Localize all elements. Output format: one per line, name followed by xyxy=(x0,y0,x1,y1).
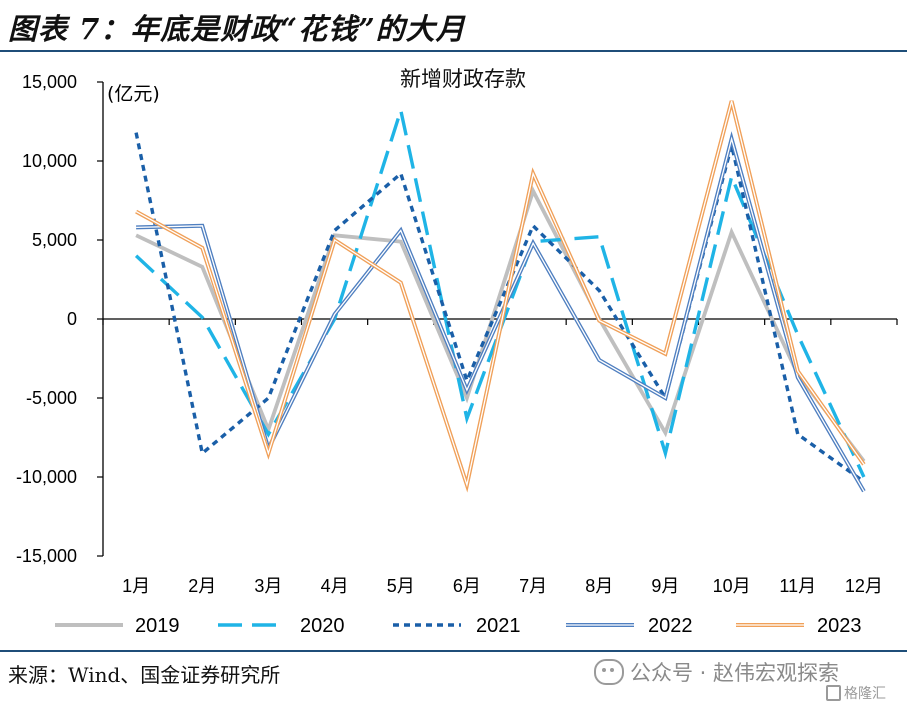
x-tick-label: 6月 xyxy=(453,576,481,596)
legend: 2019 2020 2021 2022 2023 xyxy=(55,615,862,637)
y-tick-label: 5,000 xyxy=(32,230,77,250)
x-tick-label: 11月 xyxy=(779,576,816,596)
series-line xyxy=(135,186,866,463)
watermark: 公众号 · 赵伟宏观探索 xyxy=(594,657,839,687)
series-2021 xyxy=(134,132,865,484)
series-layer xyxy=(134,100,866,493)
y-tick-label: -15,000 xyxy=(16,546,77,566)
x-tick-label: 2月 xyxy=(188,576,216,596)
unit-label: (亿元) xyxy=(107,83,160,105)
y-tick-label: -5,000 xyxy=(26,388,77,408)
logo-text: 格隆汇 xyxy=(844,686,886,702)
series-2022 xyxy=(136,131,866,493)
axes: 15,000 10,000 5,000 0 -5,000 -10,000 -15,000 1月… xyxy=(16,72,898,596)
legend-item-2022: 2022 xyxy=(566,615,693,637)
figure-title: 图表 7：年底是财政“花钱”的大月 xyxy=(8,12,466,46)
wechat-icon xyxy=(594,659,624,685)
x-tick-label: 10月 xyxy=(713,576,751,596)
x-tick-label: 8月 xyxy=(585,576,613,596)
x-tick-label: 12月 xyxy=(845,576,883,596)
y-tick-label: 0 xyxy=(67,309,77,329)
series-2023 xyxy=(135,100,866,493)
x-tick-label: 3月 xyxy=(254,576,282,596)
x-tick-label: 4月 xyxy=(321,576,349,596)
source-note: 来源：Wind、国金证券研究所 xyxy=(8,663,281,687)
y-tick-label: 10,000 xyxy=(22,151,77,171)
legend-item-2019: 2019 xyxy=(55,615,180,637)
legend-label: 2019 xyxy=(135,615,180,637)
x-tick-label: 9月 xyxy=(651,576,679,596)
x-tick-label: 7月 xyxy=(519,576,547,596)
series-line-inner xyxy=(136,136,865,492)
legend-label: 2021 xyxy=(476,615,521,637)
y-tick-label: -10,000 xyxy=(16,467,77,487)
legend-label: 2023 xyxy=(817,615,862,637)
logo-icon xyxy=(826,685,841,701)
top-rule xyxy=(0,50,907,52)
legend-item-2021: 2021 xyxy=(393,615,521,637)
legend-label: 2022 xyxy=(648,615,693,637)
x-tick-label: 5月 xyxy=(387,576,415,596)
y-tick-label: 15,000 xyxy=(22,72,77,92)
chart-title: 新增财政存款 xyxy=(400,67,526,91)
x-tick-label: 1月 xyxy=(122,576,150,596)
series-line xyxy=(134,132,865,484)
watermark-text: 公众号 · 赵伟宏观探索 xyxy=(630,661,840,685)
legend-item-2020: 2020 xyxy=(218,615,345,637)
bottom-rule xyxy=(0,650,907,652)
legend-label: 2020 xyxy=(300,615,345,637)
legend-item-2023: 2023 xyxy=(736,615,862,637)
logo: 格隆汇 xyxy=(826,683,886,703)
line-chart: 15,000 10,000 5,000 0 -5,000 -10,000 -15,000 1月… xyxy=(16,67,898,637)
series-line-inner xyxy=(135,100,865,488)
